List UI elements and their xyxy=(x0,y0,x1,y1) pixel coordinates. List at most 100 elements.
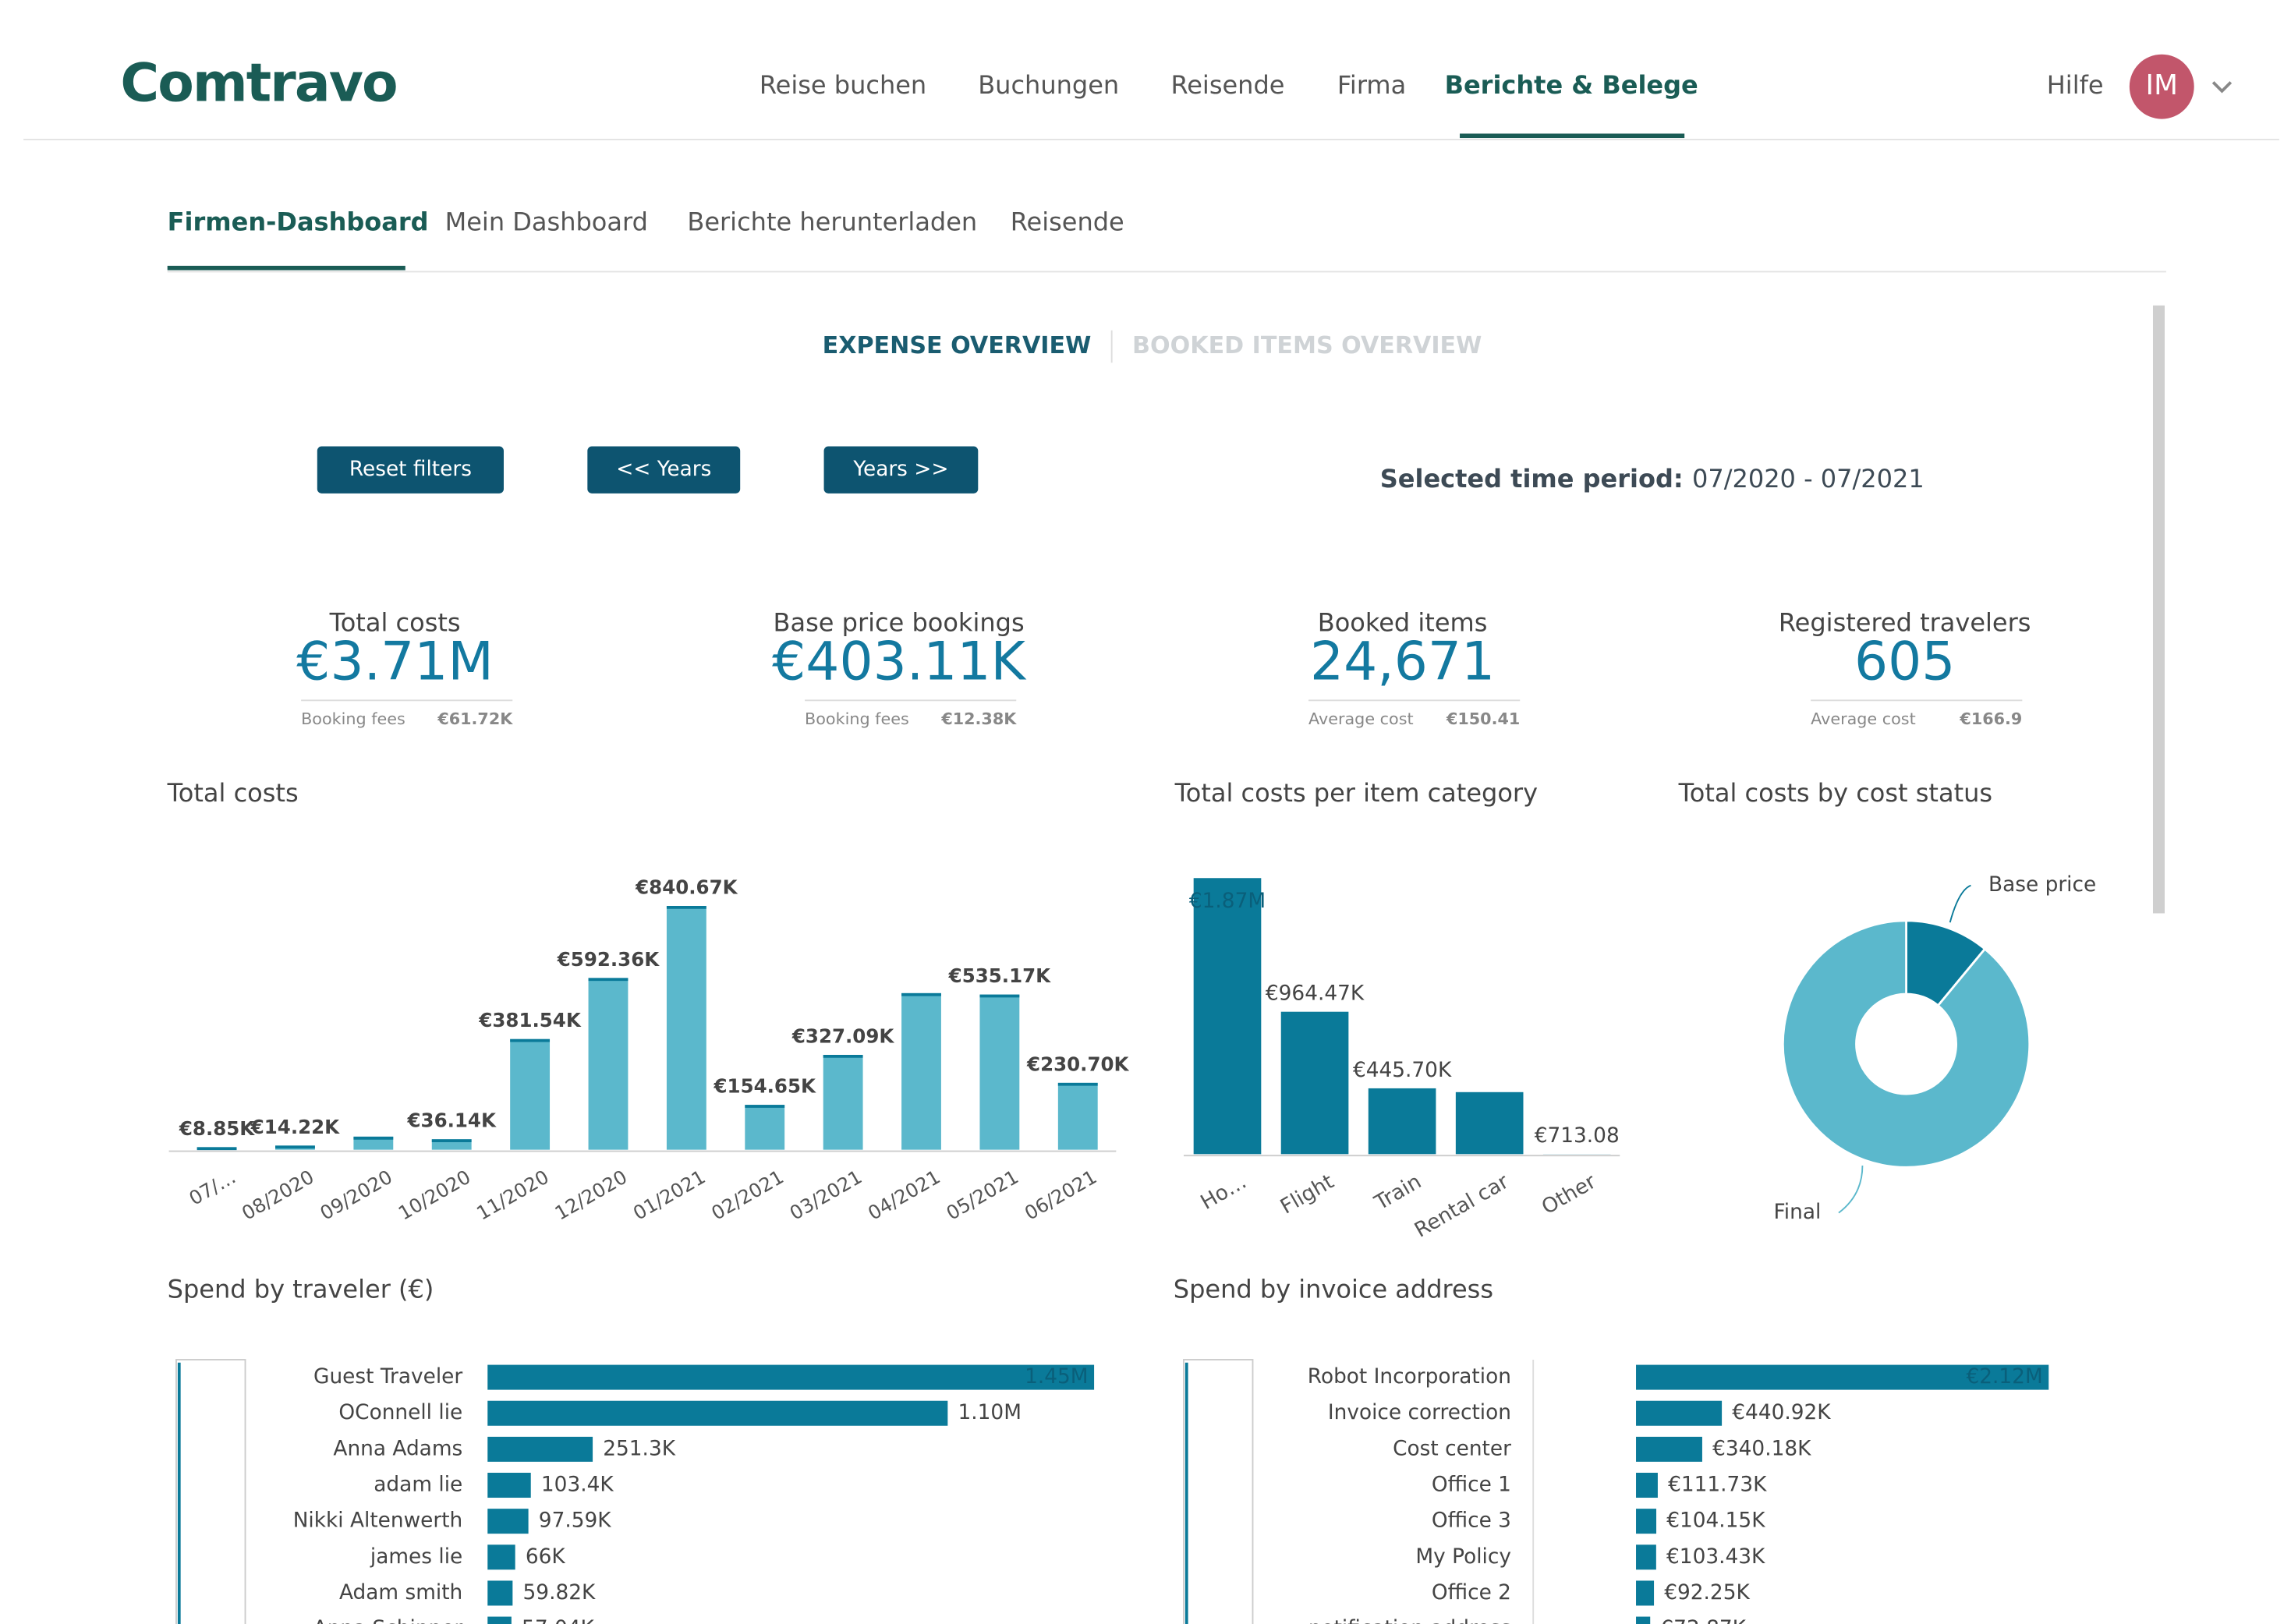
nav-link[interactable]: Reise buchen xyxy=(760,70,926,100)
bar xyxy=(1636,1544,1656,1570)
y-tick-label: adam lie xyxy=(374,1474,462,1497)
menu-chevron[interactable] xyxy=(2211,81,2233,94)
scroll-preview[interactable] xyxy=(175,1359,246,1624)
y-tick-label: Anna Adams xyxy=(333,1437,462,1460)
kpi-sub-label: Booking fees xyxy=(301,709,405,728)
bar xyxy=(1280,1011,1349,1155)
bar xyxy=(487,1580,513,1606)
subnav-tab[interactable]: Reisende xyxy=(1011,207,1124,236)
button[interactable] xyxy=(823,446,979,494)
leader-line xyxy=(1949,884,1971,923)
x-tick-label: 03/2021 xyxy=(786,1166,866,1225)
data-label: €36.14K xyxy=(407,1109,497,1132)
bar xyxy=(1636,1473,1658,1498)
bar xyxy=(487,1616,512,1624)
data-label: €535.17K xyxy=(948,964,1051,987)
y-tick-label: Office 2 xyxy=(1432,1581,1511,1605)
y-tick-label: Anna Schinner xyxy=(313,1617,463,1624)
slice-label: Base price xyxy=(1988,873,2096,897)
view-tab[interactable]: EXPENSE OVERVIEW xyxy=(823,332,1092,359)
x-tick-label: 06/2021 xyxy=(1021,1166,1101,1225)
nav-link[interactable]: Reisende xyxy=(1170,70,1284,100)
bar xyxy=(901,992,941,1150)
kpi-value: €3.71M xyxy=(296,631,494,692)
y-tick-label: My Policy xyxy=(1415,1545,1511,1569)
subnav-active-underline xyxy=(167,265,405,271)
bar xyxy=(487,1473,531,1498)
donut-slice xyxy=(1781,919,2031,1169)
bar xyxy=(1636,1616,1651,1624)
data-label: €8.85K xyxy=(179,1117,255,1140)
avatar[interactable] xyxy=(2129,54,2194,119)
bar xyxy=(1368,1088,1436,1155)
y-tick-label: Office 3 xyxy=(1432,1509,1511,1533)
button[interactable] xyxy=(317,446,504,494)
subnav-tab[interactable]: Berichte herunterladen xyxy=(687,207,977,236)
x-tick-label: 11/2020 xyxy=(473,1166,553,1225)
time-period-value: 07/2020 - 07/2021 xyxy=(1692,464,1925,494)
help-link[interactable]: Hilfe xyxy=(2047,70,2104,100)
x-tick-label: Flight xyxy=(1277,1170,1338,1219)
data-label: 1.10M xyxy=(958,1401,1022,1424)
data-label: 97.59K xyxy=(539,1509,611,1533)
bar xyxy=(487,1544,515,1570)
data-label: €1.87M xyxy=(1189,890,1266,913)
kpi-title: Booked items xyxy=(1318,607,1488,637)
logo[interactable]: Comtravo xyxy=(120,52,398,114)
bar xyxy=(823,1055,863,1150)
y-tick-label: Nikki Altenwerth xyxy=(293,1509,463,1533)
data-label: €592.36K xyxy=(557,948,660,971)
nav-active-underline xyxy=(1460,133,1685,139)
chart-title: Spend by traveler (€) xyxy=(168,1274,434,1304)
x-tick-label: 02/2021 xyxy=(707,1166,788,1225)
nav-link[interactable]: Buchungen xyxy=(978,70,1119,100)
data-label: €103.43K xyxy=(1666,1545,1765,1569)
bar xyxy=(1455,1092,1524,1155)
scroll-preview[interactable] xyxy=(1183,1359,1254,1624)
x-tick-label: 01/2021 xyxy=(629,1166,710,1225)
view-tab[interactable]: BOOKED ITEMS OVERVIEW xyxy=(1132,332,1482,359)
nav-link[interactable]: Berichte & Belege xyxy=(1445,70,1698,100)
bar xyxy=(510,1038,551,1150)
chart-title: Spend by invoice address xyxy=(1174,1274,1493,1304)
data-label: €440.92K xyxy=(1732,1401,1831,1424)
kpi-sub-label: Average cost xyxy=(1811,709,1916,728)
kpi-sub-value: €150.41 xyxy=(1446,709,1520,728)
kpi-value: €403.11K xyxy=(772,631,1026,692)
kpi-value: 605 xyxy=(1854,631,1955,692)
data-label: 251.3K xyxy=(603,1437,675,1460)
y-tick-label: OConnell lie xyxy=(338,1401,462,1424)
bar xyxy=(1636,1580,1655,1606)
chart-title: Total costs per item category xyxy=(1174,778,1538,808)
data-label: €713.08 xyxy=(1535,1124,1620,1148)
bar xyxy=(1636,1400,1723,1426)
data-label: €381.54K xyxy=(478,1009,581,1031)
data-label: €92.25K xyxy=(1664,1581,1750,1605)
scrollbar[interactable] xyxy=(2152,305,2165,914)
button[interactable] xyxy=(587,446,741,494)
data-label: 59.82K xyxy=(523,1581,596,1605)
data-label: €111.73K xyxy=(1668,1474,1767,1497)
bar xyxy=(487,1364,1095,1390)
subnav-tab[interactable]: Mein Dashboard xyxy=(445,207,648,236)
x-tick-label: Other xyxy=(1538,1170,1600,1219)
kpi-title: Registered travelers xyxy=(1779,607,2031,637)
y-tick-label: Guest Traveler xyxy=(313,1365,462,1389)
kpi-sub-value: €61.72K xyxy=(437,709,513,728)
x-tick-label: 04/2021 xyxy=(864,1166,944,1225)
data-label: €840.67K xyxy=(635,876,738,898)
bar xyxy=(1636,1436,1702,1462)
button-label[interactable]: Years >> xyxy=(852,458,948,481)
time-period: Selected time period: 07/2020 - 07/2021 xyxy=(1380,464,1925,494)
subnav-tab[interactable]: Firmen-Dashboard xyxy=(168,207,429,236)
data-label: €104.15K xyxy=(1666,1509,1765,1533)
time-period-label: Selected time period: xyxy=(1380,464,1684,494)
button-label[interactable]: << Years xyxy=(616,458,711,481)
nav-link[interactable]: Firma xyxy=(1337,70,1406,100)
button-label[interactable]: Reset filters xyxy=(349,458,472,481)
x-tick-label: 07/… xyxy=(185,1166,239,1210)
data-label: €154.65K xyxy=(714,1075,816,1098)
bar xyxy=(979,994,1020,1150)
y-tick-label: Invoice correction xyxy=(1328,1401,1511,1424)
data-label: 66K xyxy=(526,1545,566,1569)
